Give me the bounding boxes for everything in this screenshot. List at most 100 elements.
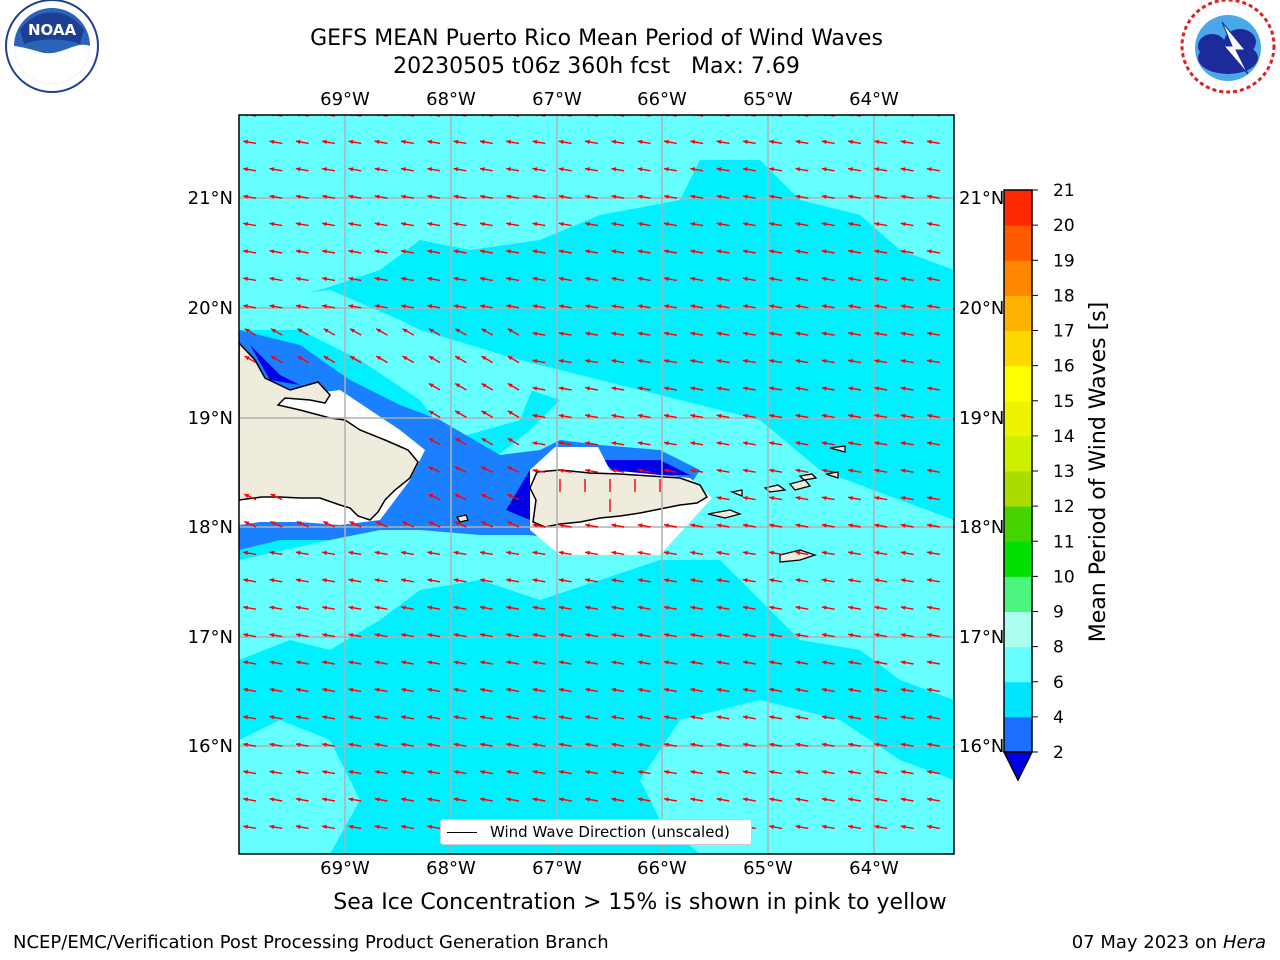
wave-direction-arrowhead [663, 523, 669, 528]
lat-label-left: 21°N [188, 188, 233, 209]
wave-direction-arrowhead [532, 194, 538, 199]
wave-direction-arrowhead [295, 578, 301, 583]
wave-direction-arrowhead [585, 578, 590, 583]
wave-direction-arrowhead [690, 304, 696, 309]
wave-direction-arrowhead [769, 276, 775, 282]
wave-direction-arrowhead [690, 660, 696, 665]
wind-wave-direction-arrows [243, 115, 941, 830]
wave-direction-arrowhead [795, 441, 801, 446]
lon-label-top: 65°W [743, 89, 793, 110]
chart-subtitle: 20230505 t06z 360h fcst Max: 7.69 [393, 54, 800, 79]
wave-direction-arrowhead [874, 550, 880, 556]
wave-direction-arrowhead [926, 331, 932, 336]
wave-direction-arrowhead [269, 304, 275, 309]
wave-direction-arrowhead [742, 468, 748, 473]
wave-direction-arrowhead [480, 466, 486, 471]
wave-direction-arrowhead [427, 578, 433, 583]
wave-direction-arrowhead [453, 687, 459, 693]
small-islands [455, 445, 846, 563]
wave-direction-arrowhead [742, 249, 748, 254]
wave-direction-arrowhead [558, 441, 564, 446]
wave-direction-arrowhead [848, 194, 853, 199]
wave-direction-arrowhead [742, 413, 748, 419]
colorbar-segment [1004, 435, 1032, 472]
wave-direction-arrowhead [453, 221, 459, 227]
wave-direction-arrowhead [479, 194, 485, 199]
wave-direction-arrowhead [479, 139, 485, 145]
wave-direction-arrowhead [716, 249, 722, 254]
wave-direction-arrowhead [348, 769, 354, 775]
wave-direction-arrowhead [506, 687, 512, 693]
wave-direction-arrowhead [637, 167, 643, 172]
wave-direction-arrowhead [532, 742, 538, 747]
wave-direction-arrowhead [400, 660, 406, 665]
wave-direction-arrowhead [532, 221, 538, 227]
colorbar-segment [1004, 225, 1032, 261]
wave-direction-arrowhead [769, 769, 775, 775]
wave-direction-arrowhead [558, 769, 564, 775]
wave-direction-arrowhead [585, 715, 590, 720]
wave-direction-arrowhead [926, 632, 932, 638]
wave-direction-arrowhead [295, 797, 301, 802]
wave-direction-arrowhead [821, 550, 827, 556]
noaa-logo-text: NOAA [28, 21, 77, 39]
wave-direction-arrowhead [900, 441, 906, 446]
wave-direction-arrowhead [558, 276, 564, 282]
wave-direction-arrowhead [532, 632, 538, 638]
wave-direction-arrowhead [400, 769, 406, 775]
wave-direction-arrowhead [874, 632, 880, 638]
wave-direction-arrowhead [900, 139, 906, 145]
wave-direction-arrowhead [376, 356, 382, 361]
wave-direction-arrowhead [428, 328, 434, 333]
wave-direction-arrowhead [400, 194, 406, 199]
wave-direction-arrowhead [479, 660, 485, 665]
wave-direction-arrowhead [585, 194, 590, 199]
wave-direction-arrowhead [663, 194, 669, 199]
wave-direction-arrowhead [926, 523, 932, 528]
wave-direction-arrowhead [926, 605, 932, 610]
wave-direction-arrowhead [611, 769, 617, 775]
wave-direction-arrowhead [374, 578, 380, 583]
wave-direction-arrowhead [348, 742, 354, 747]
wave-direction-arrowhead [690, 550, 696, 556]
wave-direction-arrowhead [428, 494, 434, 498]
wave-direction-arrowhead [900, 495, 906, 501]
wave-direction-arrowhead [874, 523, 880, 528]
wave-direction-arrowhead [716, 550, 722, 556]
wave-direction-arrowhead [663, 605, 669, 610]
wave-direction-arrowhead [243, 221, 249, 227]
wave-direction-arrowhead [323, 521, 329, 526]
wave-direction-arrowhead [348, 194, 354, 199]
wave-direction-arrowhead [848, 413, 853, 419]
wave-direction-arrowhead [769, 221, 775, 227]
wave-direction-arrowhead [926, 715, 932, 720]
wave-direction-arrowhead [848, 358, 853, 364]
wave-direction-arrowhead [348, 687, 354, 693]
wave-direction-arrowhead [848, 578, 853, 583]
wave-direction-arrowhead [663, 386, 669, 391]
wave-direction-arrowhead [742, 687, 748, 693]
wave-direction-arrowhead [400, 578, 406, 583]
wave-direction-arrowhead [795, 660, 801, 665]
wave-direction-arrowhead [637, 276, 643, 282]
wave-direction-arrowhead [742, 632, 748, 638]
wave-direction-arrowhead [769, 413, 775, 419]
wave-direction-arrowhead [374, 194, 380, 199]
wave-direction-arrowhead [428, 383, 434, 388]
wave-direction-arrowhead [742, 769, 748, 775]
lon-label-bottom: 68°W [426, 858, 476, 879]
wave-direction-arrowhead [400, 139, 406, 145]
wave-direction-arrowhead [374, 715, 380, 720]
wave-direction-arrowhead [348, 304, 354, 309]
wave-direction-arrowhead [742, 742, 748, 747]
wave-direction-arrowhead [795, 331, 801, 336]
wave-direction-arrowhead [795, 495, 801, 501]
wave-direction-arrowhead [900, 221, 906, 227]
wave-direction-arrowhead [900, 468, 906, 473]
wave-direction-arrowhead [821, 605, 827, 610]
wave-direction-arrowhead [742, 139, 748, 145]
wave-direction-arrowhead [297, 356, 303, 361]
wave-direction-arrowhead [507, 466, 513, 471]
wave-direction-arrowhead [400, 605, 406, 610]
wave-direction-arrowhead [374, 824, 380, 830]
